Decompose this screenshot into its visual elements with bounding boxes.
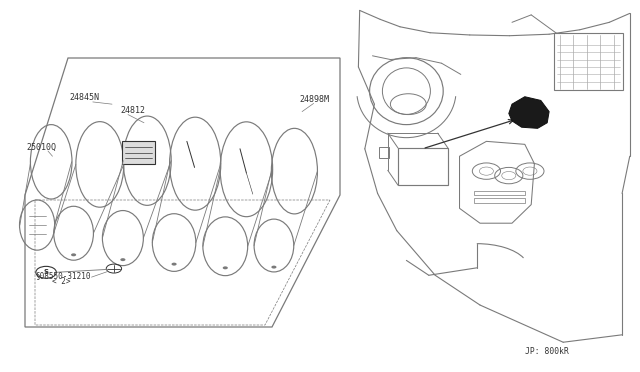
Circle shape [120, 258, 125, 261]
Text: 25010Q: 25010Q [27, 142, 57, 151]
Circle shape [172, 263, 177, 266]
Text: S: S [44, 269, 49, 275]
Circle shape [223, 266, 228, 269]
Text: JP: 800kR: JP: 800kR [525, 347, 569, 356]
Bar [379, 147, 389, 158]
Text: 24898M: 24898M [300, 95, 330, 104]
Text: 24812: 24812 [120, 106, 145, 115]
Bar [474, 198, 525, 203]
Bar [122, 141, 155, 164]
Bar [398, 148, 448, 185]
Circle shape [71, 253, 76, 256]
Text: < 2>: < 2> [52, 277, 71, 286]
Polygon shape [509, 97, 549, 128]
Bar [474, 191, 525, 195]
Circle shape [271, 266, 276, 269]
Bar [554, 33, 623, 90]
Text: §08550-31210: §08550-31210 [35, 271, 91, 280]
Text: 24845N: 24845N [69, 93, 99, 102]
